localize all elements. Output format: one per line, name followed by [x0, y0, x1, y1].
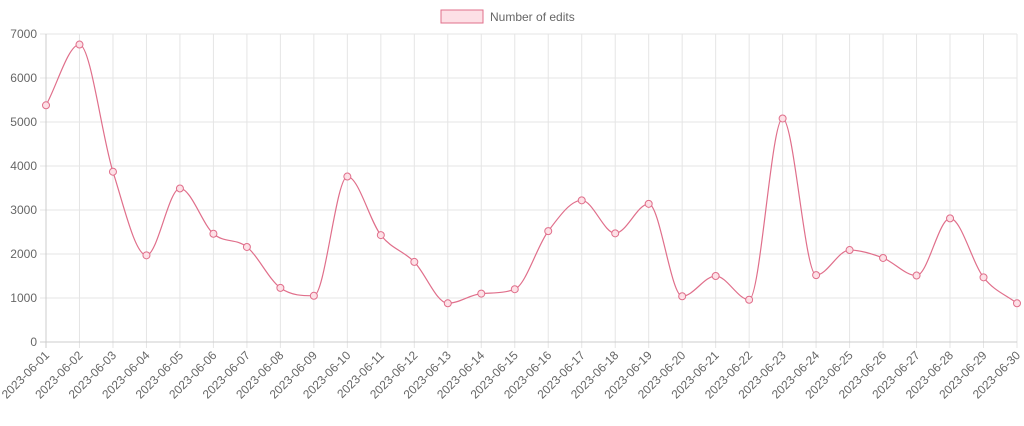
series-line [45, 43, 1018, 304]
data-point[interactable]: 2023-06-21: 1500 [711, 272, 720, 280]
y-tick-label: 5000 [10, 115, 37, 129]
x-axis-ticks: 2023-06-012023-06-022023-06-032023-06-04… [0, 348, 1023, 402]
data-point[interactable]: 2023-06-08: 1230 [276, 283, 285, 292]
data-point[interactable]: 2023-06-27: 1510 [912, 271, 921, 280]
data-point[interactable]: 2023-06-20: 1040 [678, 292, 687, 301]
y-axis-ticks: 0 1000 2000 3000 4000 5000 6000 7000 [10, 27, 37, 349]
data-point[interactable]: 2023-06-17: 3220 [577, 196, 586, 205]
axes [45, 34, 1017, 343]
data-point[interactable]: 2023-06-15: 1200 [510, 285, 519, 294]
grid-lines [40, 33, 1018, 348]
y-tick-label: 7000 [10, 27, 37, 41]
data-point[interactable]: 2023-06-13: 880 [443, 299, 452, 308]
data-point[interactable]: 2023-06-02: 6760 [75, 40, 84, 49]
data-point[interactable]: 2023-06-29: 1470 [979, 273, 988, 282]
data-point[interactable]: 2023-06-22: 960 [745, 295, 754, 304]
data-point[interactable]: 2023-06-25: 2090 [845, 246, 854, 255]
data-point[interactable]: 2023-06-18: 2470 [611, 229, 620, 238]
y-tick-label: 2000 [10, 247, 37, 261]
legend-label[interactable]: Number of edits [490, 10, 575, 24]
data-point[interactable]: 2023-06-26: 1910 [879, 253, 888, 262]
y-tick-label: 3000 [10, 203, 37, 217]
data-point[interactable]: 2023-06-01: 5380 [42, 101, 50, 110]
legend-swatch[interactable] [440, 9, 484, 24]
series-layer: 2023-06-01: 5380 2023-06-02: 6760 2023-06-… [42, 40, 1021, 308]
data-point[interactable]: 2023-06-09: 1050 [309, 291, 318, 300]
data-point[interactable]: 2023-06-06: 2460 [209, 229, 218, 238]
data-point[interactable]: 2023-06-28: 2810 [946, 214, 955, 223]
y-tick-label: 1000 [10, 291, 37, 305]
y-tick-label: 4000 [10, 159, 37, 173]
data-point[interactable]: 2023-06-05: 3490 [175, 184, 184, 193]
data-point[interactable]: 2023-06-07: 2160 [242, 242, 251, 251]
data-point[interactable]: 2023-06-14: 1100 [477, 289, 486, 298]
data-point[interactable]: 2023-06-03: 3870 [108, 167, 117, 176]
legend[interactable]: Number of edits [440, 9, 575, 24]
data-point[interactable]: 2023-06-30: 880 [1013, 299, 1021, 308]
data-point[interactable]: 2023-06-10: 3760 [343, 172, 352, 181]
data-point[interactable]: 2023-06-23: 5080 [778, 114, 787, 123]
y-tick-label: 0 [30, 335, 37, 349]
data-point[interactable]: 2023-06-11: 2430 [376, 231, 385, 240]
y-tick-label: 6000 [10, 71, 37, 85]
data-point[interactable]: 2023-06-19: 3140 [644, 199, 653, 208]
data-point[interactable]: 2023-06-04: 1970 [142, 251, 151, 260]
